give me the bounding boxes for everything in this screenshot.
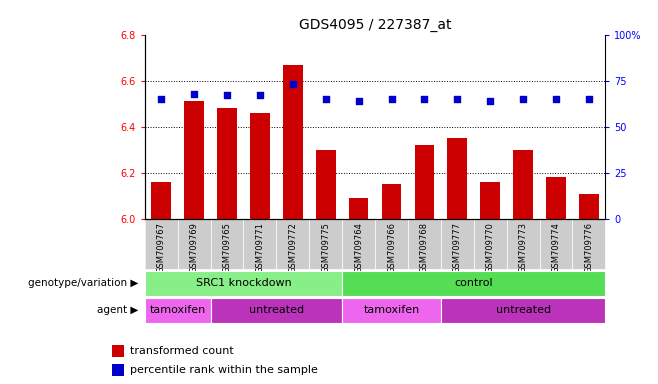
Point [255, 92, 265, 98]
Text: untreated: untreated [249, 305, 304, 315]
Bar [283, 65, 303, 219]
Point [518, 96, 528, 102]
Bar [480, 182, 500, 219]
Bar [447, 138, 467, 219]
Bar [441, 298, 605, 323]
Point [485, 98, 495, 104]
Point [353, 98, 364, 104]
Bar [415, 145, 434, 219]
Bar [151, 182, 171, 219]
Text: control: control [455, 278, 493, 288]
Text: transformed count: transformed count [130, 346, 234, 356]
Bar [145, 298, 211, 323]
Bar [579, 194, 599, 219]
Point [222, 92, 232, 98]
Point [551, 96, 561, 102]
Point [320, 96, 331, 102]
Text: genotype/variation ▶: genotype/variation ▶ [28, 278, 138, 288]
Title: GDS4095 / 227387_at: GDS4095 / 227387_at [299, 18, 451, 32]
Bar [145, 271, 342, 296]
Text: SRC1 knockdown: SRC1 knockdown [195, 278, 291, 288]
Point [584, 96, 594, 102]
Point [386, 96, 397, 102]
Point [288, 81, 298, 88]
Point [452, 96, 463, 102]
Text: tamoxifen: tamoxifen [149, 305, 206, 315]
Bar [217, 108, 237, 219]
Point [156, 96, 166, 102]
Bar [316, 150, 336, 219]
Text: untreated: untreated [495, 305, 551, 315]
Text: agent ▶: agent ▶ [97, 305, 138, 315]
Bar [513, 150, 533, 219]
Bar [184, 101, 204, 219]
Text: tamoxifen: tamoxifen [363, 305, 420, 315]
Point [189, 91, 199, 97]
Bar [211, 298, 342, 323]
Bar [382, 184, 401, 219]
Bar [349, 198, 368, 219]
Bar [250, 113, 270, 219]
Bar [546, 177, 566, 219]
Bar [342, 298, 441, 323]
Point [419, 96, 430, 102]
Text: percentile rank within the sample: percentile rank within the sample [130, 366, 318, 376]
Bar [342, 271, 605, 296]
